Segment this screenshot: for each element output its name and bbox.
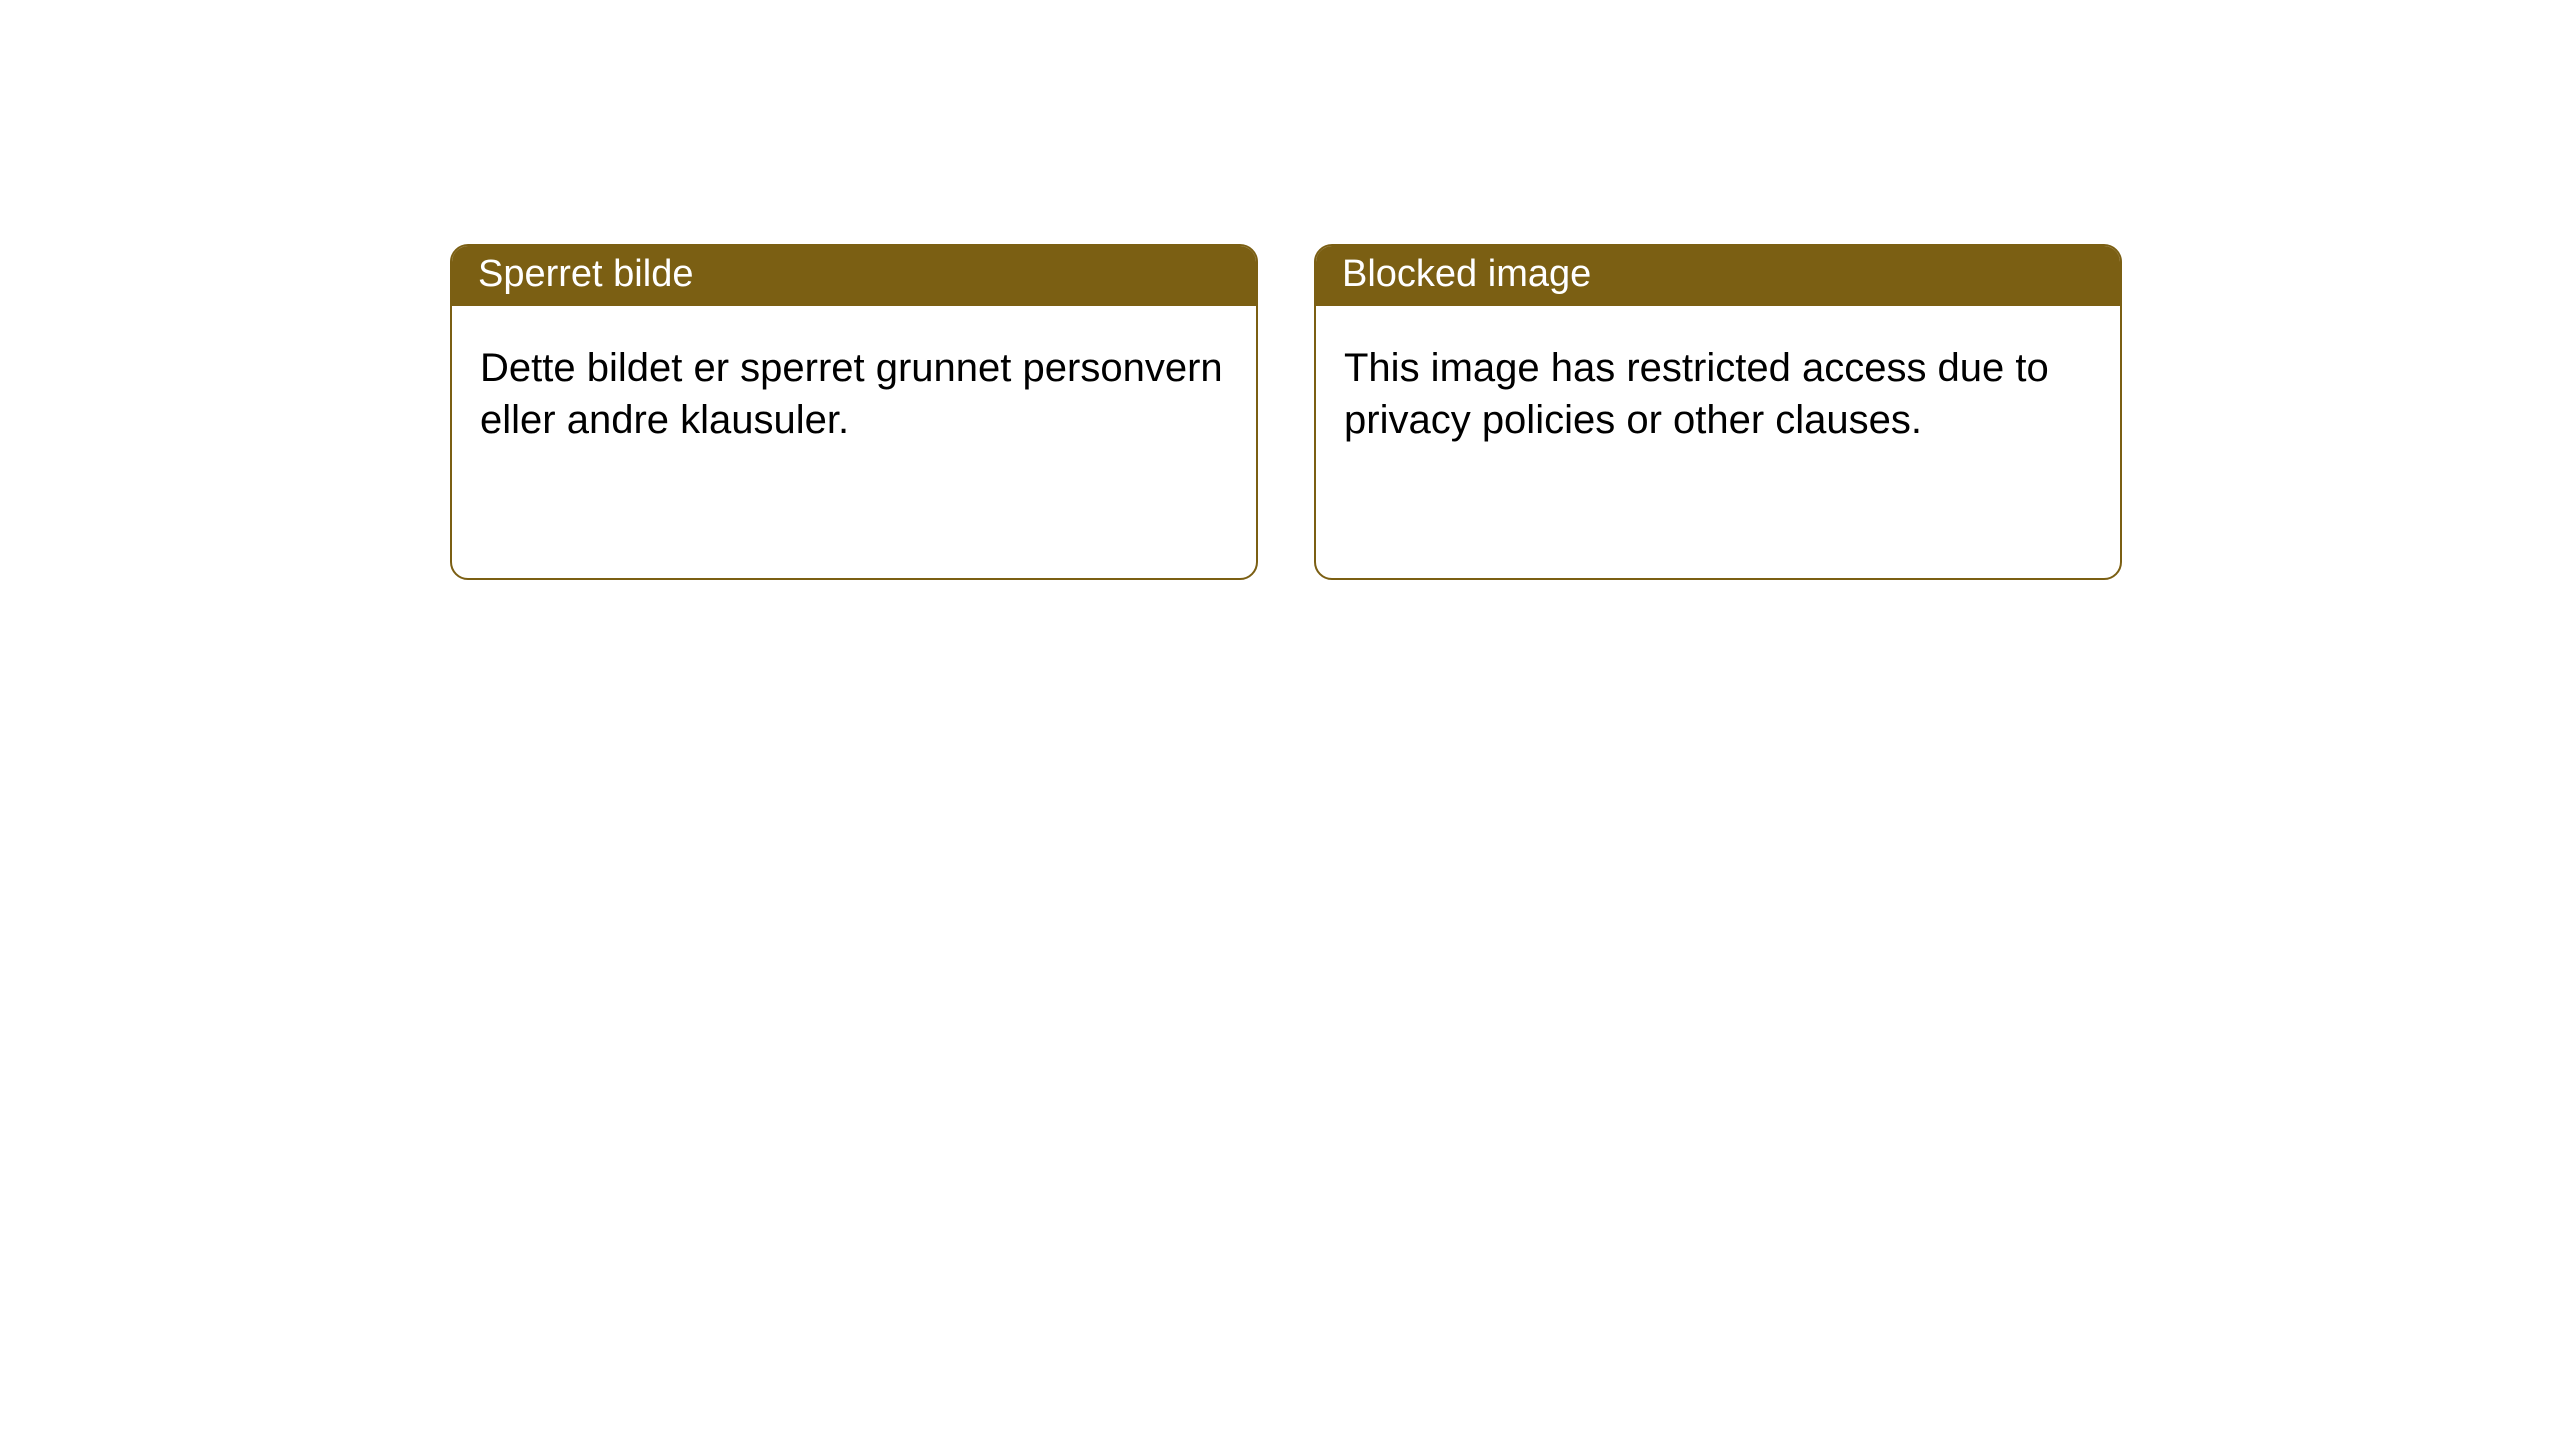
notice-card-english: Blocked image This image has restricted … <box>1314 244 2122 580</box>
notice-header: Blocked image <box>1316 246 2120 306</box>
notices-container: Sperret bilde Dette bildet er sperret gr… <box>0 0 2560 580</box>
notice-body: This image has restricted access due to … <box>1316 306 2120 482</box>
notice-header: Sperret bilde <box>452 246 1256 306</box>
notice-body: Dette bildet er sperret grunnet personve… <box>452 306 1256 482</box>
notice-card-norwegian: Sperret bilde Dette bildet er sperret gr… <box>450 244 1258 580</box>
